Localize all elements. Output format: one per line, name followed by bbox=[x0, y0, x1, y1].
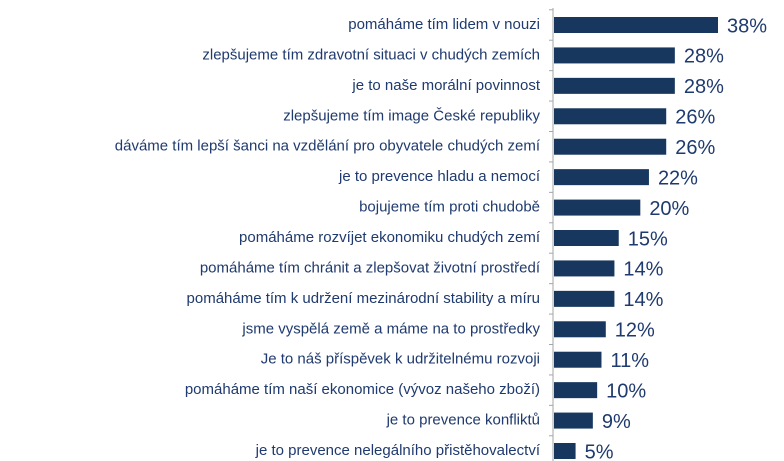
value-label: 38% bbox=[727, 15, 767, 37]
category-label: je to naše morální povinnost bbox=[351, 77, 540, 94]
category-label: je to prevence hladu a nemocí bbox=[338, 168, 541, 185]
category-label: zlepšujeme tím image České republiky bbox=[283, 107, 540, 124]
bar bbox=[554, 47, 675, 64]
bar bbox=[554, 412, 593, 429]
category-label: pomáháme tím k udržení mezinárodní stabi… bbox=[187, 290, 540, 307]
category-label: Je to náš příspěvek k udržitelnému rozvo… bbox=[261, 351, 540, 368]
value-label: 22% bbox=[658, 167, 698, 189]
bar bbox=[554, 382, 598, 399]
bar bbox=[554, 138, 667, 155]
value-label: 9% bbox=[602, 411, 631, 433]
bar bbox=[554, 199, 641, 216]
bar bbox=[554, 169, 649, 186]
bar bbox=[554, 108, 667, 125]
value-label: 14% bbox=[623, 259, 663, 281]
value-label: 20% bbox=[649, 198, 689, 220]
value-label: 14% bbox=[623, 289, 663, 311]
value-label: 10% bbox=[606, 380, 646, 402]
bar bbox=[554, 260, 615, 277]
category-label: je to prevence nelegálního přistěhovalec… bbox=[255, 442, 541, 459]
bar bbox=[554, 351, 602, 368]
value-label: 11% bbox=[610, 350, 649, 372]
value-label: 26% bbox=[675, 107, 715, 129]
category-label: pomáháme tím naší ekonomice (vývoz našeh… bbox=[185, 381, 540, 398]
category-label: pomáháme tím lidem v nouzi bbox=[348, 16, 540, 33]
category-label: zlepšujeme tím zdravotní situaci v chudý… bbox=[202, 46, 540, 63]
value-label: 15% bbox=[628, 228, 668, 250]
category-label: pomáháme rozvíjet ekonomiku chudých zemí bbox=[239, 229, 541, 246]
bar bbox=[554, 230, 619, 246]
value-label: 28% bbox=[684, 76, 724, 98]
bar bbox=[554, 17, 718, 33]
category-label: dáváme tím lepší šanci na vzdělání pro o… bbox=[115, 138, 541, 155]
value-label: 26% bbox=[675, 137, 715, 159]
category-label: je to prevence konfliktů bbox=[386, 412, 540, 429]
bar bbox=[554, 77, 675, 94]
category-label: jsme vyspělá země a máme na to prostředk… bbox=[241, 320, 540, 337]
value-label: 5% bbox=[585, 441, 614, 461]
bar bbox=[554, 321, 606, 338]
bar bbox=[554, 290, 615, 307]
category-label: pomáháme tím chránit a zlepšovat životní… bbox=[200, 259, 541, 276]
bar bbox=[554, 443, 576, 459]
value-label: 28% bbox=[684, 46, 724, 68]
value-label: 12% bbox=[615, 320, 655, 342]
category-label: bojujeme tím proti chudobě bbox=[359, 199, 540, 216]
